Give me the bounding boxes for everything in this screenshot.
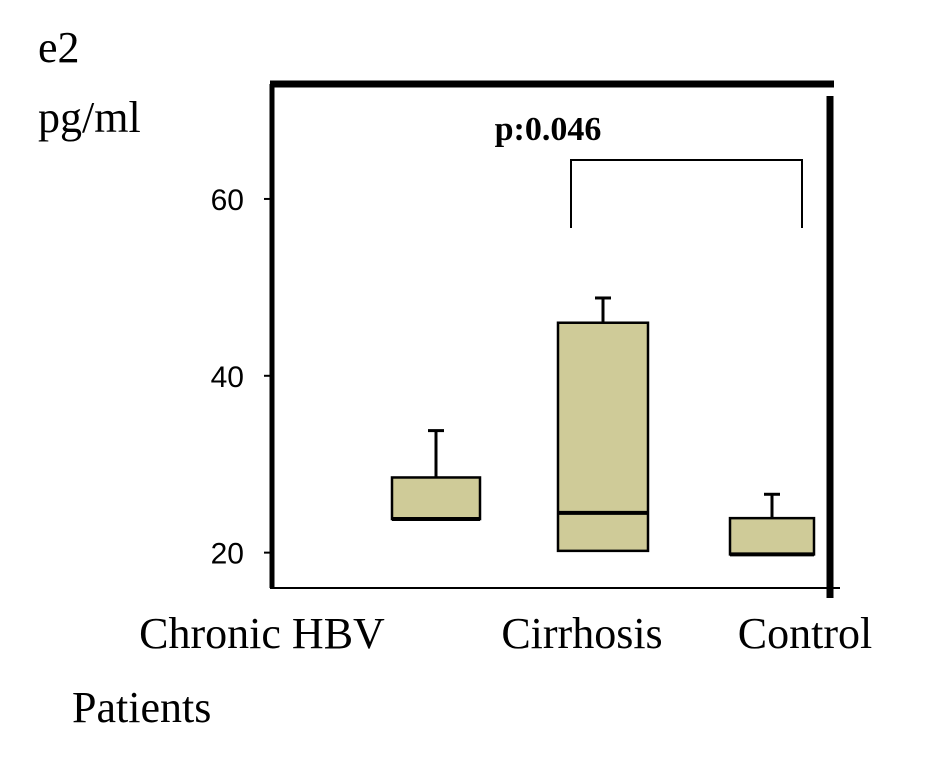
y-tick-label-40: 40 xyxy=(211,361,244,394)
x-axis-label: Patients xyxy=(72,683,211,732)
y-tick-label-20: 20 xyxy=(211,538,244,571)
significance-label: p:0.046 xyxy=(495,111,602,148)
category-label-cirrhosis: Cirrhosis xyxy=(501,609,662,658)
y-axis-label-line-2: pg/ml xyxy=(38,93,141,142)
significance-bracket xyxy=(570,159,803,228)
y-axis-label-line-1: e2 xyxy=(38,23,80,72)
y-ticks: 20 40 60 xyxy=(211,184,272,571)
plot-frame xyxy=(269,80,840,598)
box-cirrhosis xyxy=(556,321,650,553)
significance-annotation: p:0.046 xyxy=(495,111,803,228)
box-control xyxy=(728,516,816,556)
y-tick-label-60: 60 xyxy=(211,184,244,217)
boxes xyxy=(390,296,816,557)
category-label-chronic-hbv: Chronic HBV xyxy=(139,609,385,658)
category-label-control: Control xyxy=(738,609,872,658)
box-chronic-hbv xyxy=(390,476,482,521)
